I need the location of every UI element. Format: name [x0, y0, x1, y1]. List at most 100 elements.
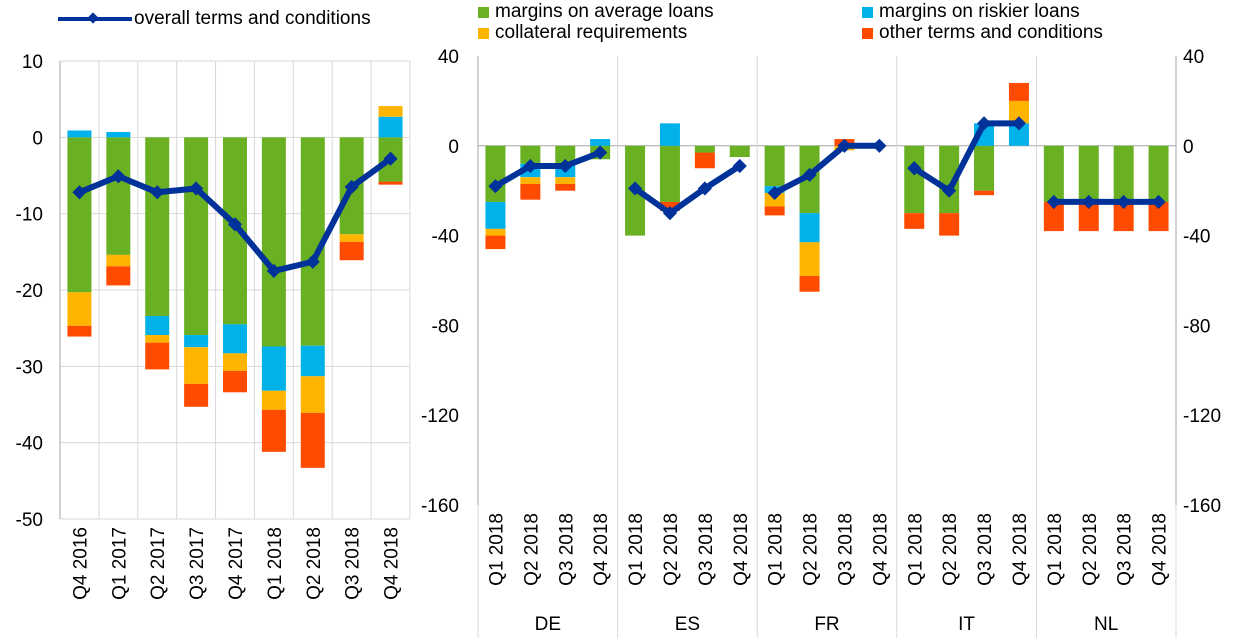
right-fr-collateral-bar — [799, 242, 820, 277]
legend-line-key — [58, 10, 132, 28]
left-overall-marker-6 — [305, 254, 320, 269]
right-nl-overall-marker-0 — [1046, 194, 1061, 209]
right-it-collateral-bar — [1008, 100, 1029, 124]
right-it-margins-average-bar — [974, 145, 995, 191]
right-xtick-label: Q1 2018 — [626, 513, 647, 586]
right-xtick-label: Q4 2018 — [1010, 513, 1031, 586]
left-overall-marker-3 — [189, 181, 204, 196]
right-it-overall-marker-0 — [907, 161, 922, 176]
left-other-bar — [223, 370, 247, 393]
left-margins-riskier-bar — [378, 116, 403, 138]
legend-swatch-other — [862, 27, 873, 39]
left-other-bar — [300, 412, 325, 468]
left-xtick-label: Q1 2017 — [109, 527, 130, 600]
right-es-margins-average-bar — [659, 145, 680, 202]
right-de-other-bar — [520, 183, 541, 200]
left-xtick-label: Q2 2017 — [148, 527, 169, 600]
right-ytick-label-left: 0 — [448, 137, 459, 158]
legend-margins-riskier: margins on riskier loans — [862, 1, 1080, 23]
left-overall-marker-2 — [150, 185, 165, 200]
left-xtick-label: Q4 2017 — [226, 527, 247, 600]
right-group-label-it: IT — [958, 614, 975, 635]
left-collateral-bar — [378, 106, 403, 117]
right-group-label-fr: FR — [814, 614, 839, 635]
right-ytick-label-right: -120 — [1183, 406, 1221, 427]
right-ytick-label-left: -40 — [432, 227, 459, 248]
right-de-collateral-bar — [520, 177, 541, 184]
right-de-overall-marker-0 — [488, 179, 503, 194]
right-ytick-label-left: -80 — [432, 316, 459, 337]
right-fr-other-bar — [799, 276, 820, 292]
right-ytick-label-left: -160 — [421, 496, 459, 517]
right-xtick-label: Q2 2018 — [521, 513, 542, 586]
left-ytick-label: 0 — [32, 128, 43, 149]
right-xtick-label: Q3 2018 — [1115, 513, 1136, 586]
right-it-overall-line — [912, 120, 1019, 194]
right-de-collateral-bar — [555, 177, 576, 184]
left-overall-marker-7 — [344, 179, 359, 195]
right-fr-overall-line — [773, 142, 880, 196]
right-it-margins-riskier-bar — [1008, 123, 1029, 146]
right-de-overall-marker-1 — [523, 158, 538, 174]
right-de-overall-marker-3 — [593, 145, 608, 160]
right-nl-margins-average-bar — [1148, 145, 1169, 202]
left-margins-riskier-bar — [67, 130, 92, 138]
left-margins-riskier-bar — [106, 131, 131, 138]
right-de-margins-riskier-bar — [485, 201, 506, 229]
left-other-bar — [378, 181, 403, 185]
right-es-overall-marker-3 — [732, 158, 747, 174]
right-group-label-nl: NL — [1094, 614, 1118, 635]
left-margins-riskier-bar — [145, 315, 170, 336]
left-overall-marker-5 — [266, 263, 281, 278]
left-xtick-label: Q3 2017 — [187, 527, 208, 600]
right-it-overall-marker-3 — [1011, 116, 1027, 131]
right-nl-overall-marker-1 — [1081, 194, 1096, 209]
legend-margins-riskier-label: margins on riskier loans — [879, 1, 1080, 22]
left-margins-average-bar — [145, 137, 170, 316]
right-nl-margins-average-bar — [1043, 145, 1064, 202]
right-it-other-bar — [974, 190, 995, 196]
right-xtick-label: Q1 2018 — [486, 513, 507, 586]
left-margins-riskier-bar — [184, 335, 209, 348]
right-de-margins-average-bar — [520, 145, 541, 164]
left-margins-average-bar — [261, 137, 286, 347]
left-margins-average-bar — [67, 137, 92, 293]
left-collateral-bar — [339, 234, 364, 242]
right-xtick-label: Q2 2018 — [1080, 513, 1101, 586]
legend-collateral-label: collateral requirements — [495, 22, 688, 43]
right-fr-other-bar — [764, 206, 785, 216]
left-collateral-bar — [67, 292, 92, 326]
legend-swatch-margins-average — [478, 6, 489, 18]
right-xtick-label: Q4 2018 — [731, 513, 752, 586]
right-ytick-label-left: 40 — [438, 47, 459, 68]
left-collateral-bar — [223, 353, 247, 371]
right-xtick-label: Q3 2018 — [556, 513, 577, 586]
right-de-overall-marker-2 — [558, 158, 573, 174]
right-de-overall-line — [493, 149, 602, 189]
right-fr-overall-marker-3 — [872, 138, 887, 153]
left-ytick-label: -50 — [16, 510, 43, 531]
left-xtick-label: Q2 2018 — [304, 527, 325, 600]
right-es-overall-line — [633, 163, 742, 217]
left-ytick-label: -20 — [16, 281, 43, 302]
left-xtick-label: Q1 2018 — [265, 527, 286, 600]
left-xtick-label: Q4 2018 — [382, 527, 403, 600]
right-fr-overall-marker-2 — [837, 138, 852, 153]
right-it-other-bar — [939, 213, 960, 236]
right-xtick-label: Q2 2018 — [661, 513, 682, 586]
left-margins-average-bar — [184, 137, 209, 336]
left-other-bar — [261, 409, 286, 452]
right-nl-overall-marker-3 — [1151, 194, 1166, 209]
left-xtick-label: Q4 2016 — [70, 527, 91, 600]
legend-line-marker — [87, 12, 99, 24]
right-xtick-label: Q2 2018 — [801, 513, 822, 586]
legend-margins-average-label: margins on average loans — [495, 1, 714, 22]
left-overall-marker-4 — [227, 217, 243, 232]
left-collateral-bar — [300, 376, 325, 413]
right-xtick-label: Q1 2018 — [766, 513, 787, 586]
right-ytick-label-right: -40 — [1183, 227, 1210, 248]
left-collateral-bar — [261, 390, 286, 410]
left-margins-average-bar — [106, 137, 131, 255]
left-margins-riskier-bar — [300, 345, 325, 377]
